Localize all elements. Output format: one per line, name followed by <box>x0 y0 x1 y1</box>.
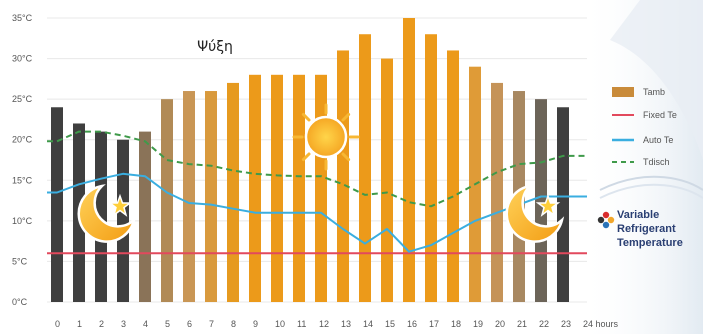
bar <box>183 91 195 303</box>
x-tick-label: 23 <box>561 319 571 329</box>
x-tick-label: 10 <box>275 319 285 329</box>
bar <box>293 74 305 302</box>
y-tick-label: 35°C <box>12 13 33 23</box>
bar <box>337 50 349 303</box>
y-tick-label: 30°C <box>12 54 33 64</box>
bar <box>249 74 261 302</box>
brand-mark-icon <box>597 211 615 229</box>
bar <box>139 131 151 302</box>
sun-icon <box>292 103 360 171</box>
legend: Tamb Fixed Te Auto Te Tdisch <box>612 87 677 167</box>
brand-line-3: Temperature <box>617 237 683 249</box>
x-tick-label: 16 <box>407 319 417 329</box>
legend-label-auto-te: Auto Te <box>643 135 673 145</box>
x-tick-label: 22 <box>539 319 549 329</box>
legend-label-fixed-te: Fixed Te <box>643 110 677 120</box>
bars-layer <box>51 18 569 303</box>
bar <box>117 139 129 302</box>
x-tick-label: 13 <box>341 319 351 329</box>
chart-title: Ψύξη <box>197 39 233 55</box>
x-tick-label: 2 <box>99 319 104 329</box>
bar <box>447 50 459 303</box>
x-tick-label: 7 <box>209 319 214 329</box>
bar <box>535 99 547 303</box>
bar <box>227 82 239 303</box>
series-line-auto-te <box>47 172 587 253</box>
bar <box>161 99 173 303</box>
y-tick-label: 10°C <box>12 216 33 226</box>
x-tick-label: 4 <box>143 319 148 329</box>
x-tick-label: 3 <box>121 319 126 329</box>
x-tick-label: 21 <box>517 319 527 329</box>
y-tick-label: 25°C <box>12 94 33 104</box>
bar <box>205 91 217 303</box>
bar <box>51 107 63 302</box>
bar <box>557 107 569 302</box>
moon-star-icon <box>505 184 565 243</box>
bar <box>403 18 415 302</box>
brand-logo: Variable Refrigerant Temperature <box>597 209 683 249</box>
x-axis-ticks: 0 1 2 3 4 5 6 7 8 9 10 11 12 13 14 15 16 17 18 19 20 21 22 23 24… <box>55 319 619 329</box>
brand-line-1: Variable <box>617 209 659 221</box>
bar <box>271 74 283 302</box>
x-tick-label: 14 <box>363 319 373 329</box>
y-tick-label: 0°C <box>12 297 28 307</box>
x-tick-label: 19 <box>473 319 483 329</box>
bar <box>359 34 371 302</box>
x-tick-label: 18 <box>451 319 461 329</box>
x-tick-label: 0 <box>55 319 60 329</box>
legend-label-tamb: Tamb <box>643 87 665 97</box>
x-tick-label: 17 <box>429 319 439 329</box>
x-tick-label: 20 <box>495 319 505 329</box>
x-tick-label: 11 <box>297 319 306 329</box>
x-tick-label: 12 <box>319 319 329 329</box>
x-tick-label: 24 hours <box>583 319 619 329</box>
background-swoosh <box>580 0 703 334</box>
bar <box>425 34 437 302</box>
lines-layer <box>47 130 587 255</box>
bar <box>491 82 503 303</box>
y-axis-ticks: 0°C 5°C 10°C 15°C 20°C 25°C 30°C 35°C <box>12 13 33 307</box>
x-tick-label: 5 <box>165 319 170 329</box>
bar <box>381 58 393 303</box>
x-tick-label: 15 <box>385 319 395 329</box>
legend-label-tdisch: Tdisch <box>643 157 670 167</box>
y-tick-label: 15°C <box>12 175 33 185</box>
y-tick-label: 20°C <box>12 135 33 145</box>
y-tick-label: 5°C <box>12 256 28 266</box>
x-tick-label: 6 <box>187 319 192 329</box>
x-tick-label: 8 <box>231 319 236 329</box>
legend-swatch-tamb <box>612 87 634 97</box>
x-tick-label: 1 <box>77 319 82 329</box>
moon-star-icon <box>77 184 137 243</box>
series-line-tdisch <box>47 130 587 208</box>
x-tick-label: 9 <box>253 319 258 329</box>
bar <box>95 131 107 302</box>
brand-line-2: Refrigerant <box>617 223 676 235</box>
